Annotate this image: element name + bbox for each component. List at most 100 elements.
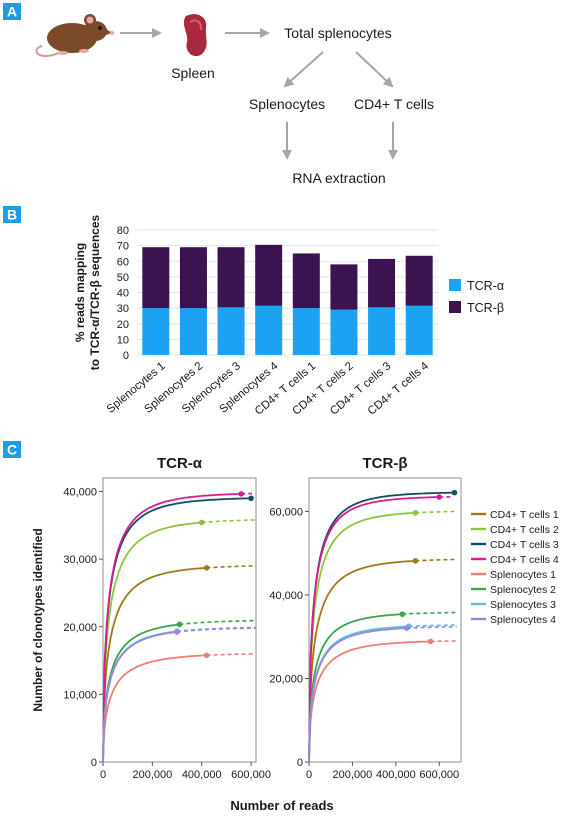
bar-segment: [405, 255, 433, 306]
bar-chart: 0 10 20 30 40 50 60 70 80 % reads mappingto TCR-α…: [73, 214, 504, 417]
y-tick-label: 40: [117, 288, 129, 300]
bar-segment: [217, 247, 245, 308]
series-observed-point: [238, 491, 244, 497]
series-observed-point: [427, 638, 434, 645]
y-tick-label: 20,000: [269, 673, 303, 685]
legend-label: Splenocytes 4: [490, 614, 556, 626]
line-chart-tcr-alpha: TCR-α 0 10,000 20,000 30,000 40,000 0 200,000 40…: [31, 455, 271, 781]
bar-segment: [405, 305, 433, 355]
bar-segment: [368, 258, 396, 308]
y-tick-label: 60,000: [269, 506, 303, 518]
series-line-observed: [308, 496, 440, 763]
y-tick-label: 10: [117, 334, 129, 346]
series-observed-point: [176, 621, 183, 628]
y-tick-label: 60: [117, 256, 129, 268]
chart-title: TCR-α: [157, 455, 203, 472]
legend-label: Splenocytes 1: [490, 569, 556, 581]
legend-swatch: [449, 301, 461, 313]
series-line-observed: [102, 492, 242, 763]
y-axis-title: % reads mappingto TCR-α/TCR-β sequences: [73, 214, 102, 370]
series-observed-point: [198, 519, 205, 526]
line-chart-tcr-beta: TCR-β 0 20,000 40,000 60,000 0 200,000 400,000 6…: [269, 455, 462, 781]
x-tick-label: 200,000: [333, 769, 373, 781]
label-rna-extraction: RNA extraction: [292, 170, 385, 186]
series-line-extrapolated: [415, 558, 457, 562]
legend-label: CD4+ T cells 4: [490, 554, 559, 566]
series-observed-point: [399, 611, 406, 617]
bar-segment: [142, 308, 170, 355]
series-line-observed: [102, 566, 207, 763]
panel-a-badge: [3, 3, 21, 20]
y-tick-label: 80: [117, 225, 129, 237]
series-observed-point: [174, 629, 180, 635]
chart-title: TCR-β: [363, 455, 408, 472]
legend-swatch: [449, 279, 461, 291]
bar-segment: [179, 308, 207, 355]
series-line-observed: [102, 497, 252, 763]
panel-b: B 0 10 20 30 40 50 60 70 80 % reads mappingto TCR…: [3, 206, 504, 418]
series-line-extrapolated: [206, 565, 257, 569]
panel-c: C TCR-α 0 10,000 20,000 30,000 40,000 0 200,000…: [3, 441, 559, 813]
series-line-observed: [308, 559, 416, 763]
y-axis-title-line: to TCR-α/TCR-β sequences: [88, 214, 102, 370]
y-tick-label: 50: [117, 272, 129, 284]
panel-b-badge: [3, 206, 21, 223]
legend-label: TCR-β: [467, 301, 504, 315]
legend-label: TCR-α: [467, 279, 504, 293]
bar-segment: [330, 264, 358, 310]
series-line-observed: [308, 613, 403, 763]
panel-a: A Spleen Total splenocytes Splenocytes C…: [3, 3, 434, 186]
x-tick-label: 200,000: [132, 769, 172, 781]
label-spleen: Spleen: [171, 65, 215, 81]
bar-segment: [217, 307, 245, 355]
y-tick-label: 20: [117, 319, 129, 331]
series-line-extrapolated: [179, 619, 256, 626]
x-axis-title: Number of reads: [230, 798, 333, 813]
series-observed-point: [203, 652, 210, 659]
y-tick-label: 30: [117, 303, 129, 315]
series-line-observed: [308, 511, 416, 763]
label-total-splenocytes: Total splenocytes: [284, 25, 391, 41]
y-tick-label: 0: [91, 757, 97, 769]
series-line-observed: [308, 640, 431, 763]
legend-label: CD4+ T cells 3: [490, 539, 559, 551]
series-line-observed: [102, 631, 178, 763]
series-line-extrapolated: [206, 653, 257, 657]
bar-segment: [330, 309, 358, 355]
bar-segment: [179, 247, 207, 309]
y-axis-title-line: % reads mapping: [73, 243, 87, 342]
mouse-icon: [35, 14, 115, 58]
legend-label: Splenocytes 2: [490, 584, 556, 596]
x-tick-label: 400,000: [182, 769, 222, 781]
y-tick-label: 30,000: [63, 554, 97, 566]
panel-c-letter: C: [7, 442, 17, 458]
y-tick-label: 40,000: [269, 590, 303, 602]
series-observed-point: [412, 509, 419, 516]
bar-segment: [255, 305, 283, 355]
y-axis-title: Number of clonotypes identified: [31, 528, 45, 711]
series-line-observed: [102, 654, 207, 763]
legend-label: Splenocytes 3: [490, 599, 556, 611]
panel-c-badge: [3, 441, 21, 458]
y-tick-label: 70: [117, 241, 129, 253]
series-line-observed: [102, 630, 178, 763]
series-observed-point: [436, 494, 443, 500]
y-tick-label: 40,000: [63, 487, 97, 499]
bar-segment: [368, 307, 396, 355]
x-tick-label: 0: [306, 769, 312, 781]
series-line-extrapolated: [408, 624, 457, 628]
series-line-extrapolated: [430, 640, 457, 643]
series-line-observed: [102, 521, 202, 763]
series-line-extrapolated: [406, 625, 457, 629]
y-tick-label: 0: [297, 757, 303, 769]
label-splenocytes: Splenocytes: [249, 96, 325, 112]
x-tick-label: 600,000: [231, 769, 271, 781]
x-tick-label: 400,000: [376, 769, 416, 781]
plot-frame: [308, 477, 462, 763]
x-tick-label: 0: [100, 769, 106, 781]
spleen-icon: [183, 14, 207, 57]
bar-segment: [255, 244, 283, 306]
label-cd4-t-cells: CD4+ T cells: [354, 96, 434, 112]
legend-label: CD4+ T cells 1: [490, 509, 559, 521]
